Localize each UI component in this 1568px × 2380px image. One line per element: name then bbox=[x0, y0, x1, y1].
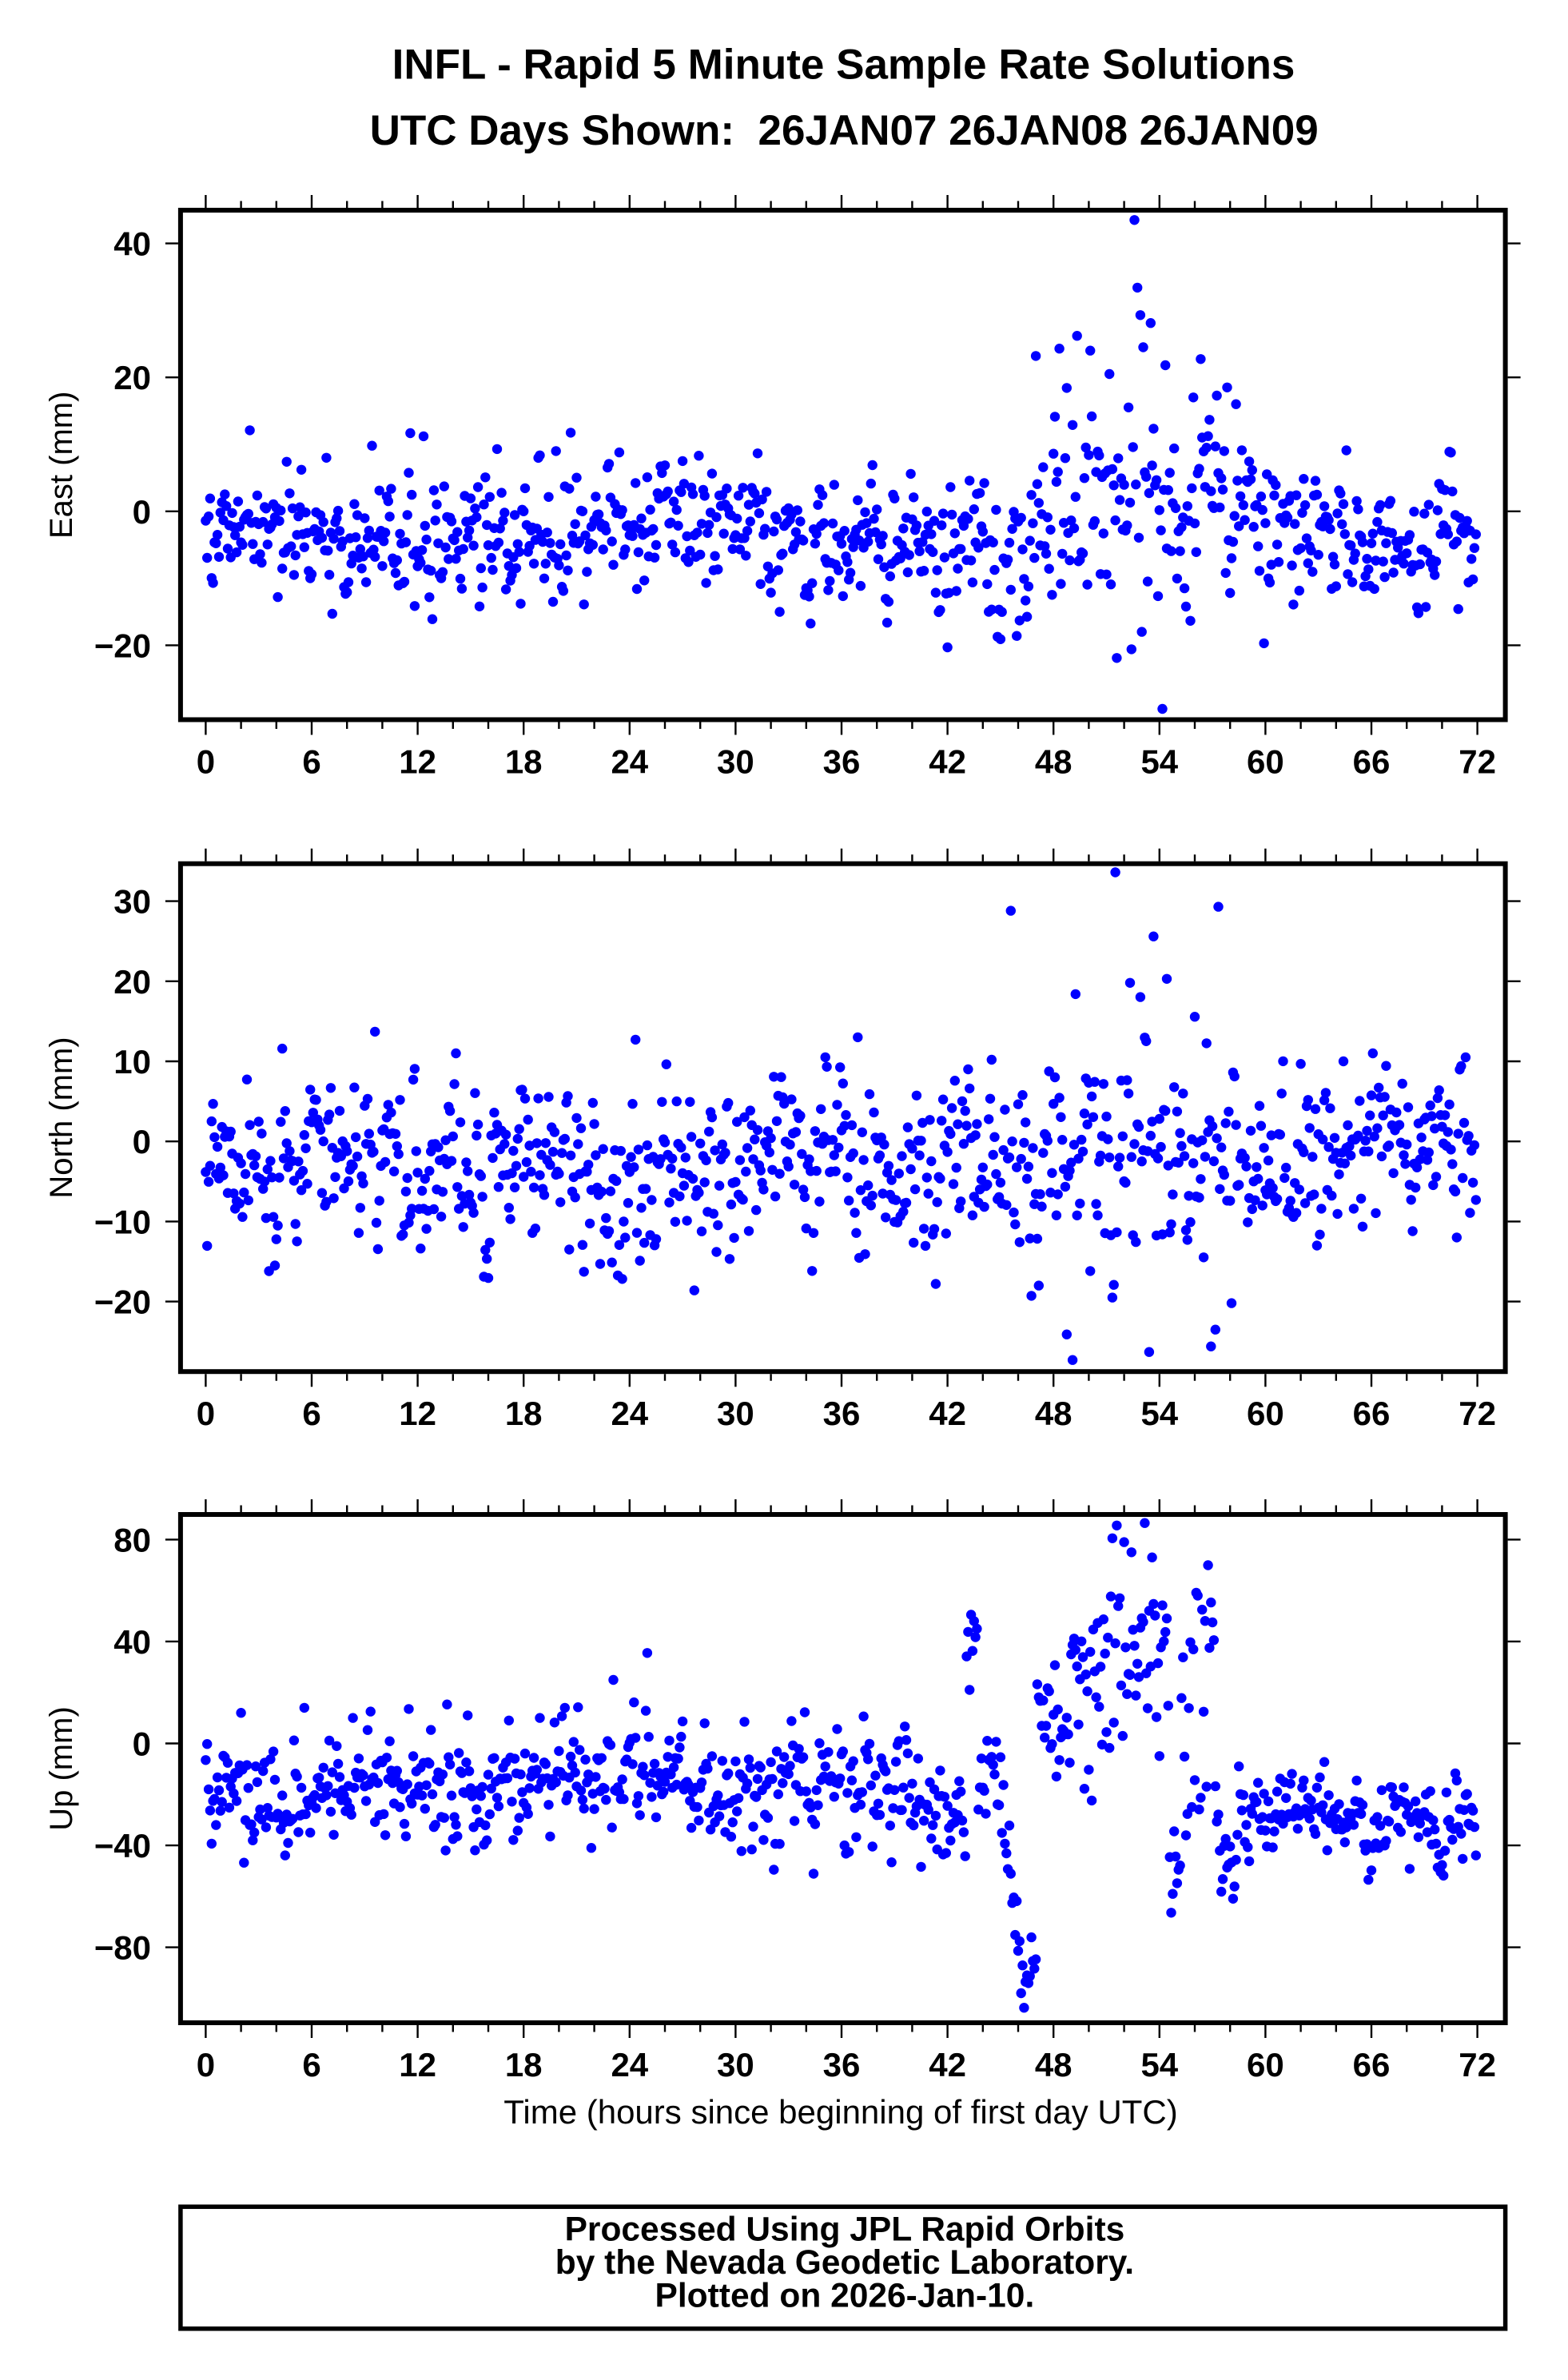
svg-text:20: 20 bbox=[113, 963, 151, 1001]
svg-text:30: 30 bbox=[717, 2046, 754, 2083]
svg-text:24: 24 bbox=[611, 2046, 648, 2083]
svg-text:48: 48 bbox=[1035, 2046, 1073, 2083]
svg-text:54: 54 bbox=[1140, 1395, 1178, 1432]
svg-text:12: 12 bbox=[399, 2046, 436, 2083]
svg-text:20: 20 bbox=[113, 359, 151, 396]
svg-text:Time (hours since beginning of: Time (hours since beginning of first day… bbox=[503, 2093, 1177, 2131]
svg-text:42: 42 bbox=[929, 742, 966, 780]
svg-text:66: 66 bbox=[1353, 1395, 1391, 1432]
svg-text:36: 36 bbox=[823, 1395, 861, 1432]
svg-text:18: 18 bbox=[505, 2046, 543, 2083]
svg-text:42: 42 bbox=[929, 1395, 966, 1432]
svg-text:Processed Using JPL Rapid Orbi: Processed Using JPL Rapid Orbits bbox=[565, 2211, 1125, 2249]
svg-text:80: 80 bbox=[113, 1521, 151, 1558]
svg-text:0: 0 bbox=[133, 493, 151, 531]
svg-text:10: 10 bbox=[113, 1043, 151, 1081]
svg-text:72: 72 bbox=[1459, 742, 1496, 780]
svg-text:0: 0 bbox=[197, 2046, 215, 2083]
svg-text:36: 36 bbox=[823, 2046, 861, 2083]
svg-text:40: 40 bbox=[113, 1623, 151, 1661]
svg-text:Plotted on 2026-Jan-10.: Plotted on 2026-Jan-10. bbox=[655, 2278, 1035, 2315]
svg-text:−80: −80 bbox=[94, 1929, 151, 1967]
svg-text:60: 60 bbox=[1247, 1395, 1284, 1432]
svg-text:0: 0 bbox=[133, 1725, 151, 1763]
svg-text:by the Nevada Geodetic Laborat: by the Nevada Geodetic Laboratory. bbox=[555, 2244, 1134, 2282]
svg-text:66: 66 bbox=[1353, 2046, 1391, 2083]
svg-text:12: 12 bbox=[399, 742, 436, 780]
svg-text:42: 42 bbox=[929, 2046, 966, 2083]
svg-text:60: 60 bbox=[1247, 2046, 1284, 2083]
svg-text:40: 40 bbox=[113, 225, 151, 263]
svg-text:24: 24 bbox=[611, 742, 648, 780]
svg-text:Up (mm): Up (mm) bbox=[44, 1706, 79, 1831]
svg-text:48: 48 bbox=[1035, 742, 1073, 780]
svg-text:60: 60 bbox=[1247, 742, 1284, 780]
svg-text:66: 66 bbox=[1353, 742, 1391, 780]
svg-text:0: 0 bbox=[197, 742, 215, 780]
svg-text:18: 18 bbox=[505, 1395, 543, 1432]
svg-text:INFL - Rapid 5 Minute Sample R: INFL - Rapid 5 Minute Sample Rate Soluti… bbox=[392, 42, 1295, 89]
svg-text:North (mm): North (mm) bbox=[44, 1037, 79, 1198]
svg-text:6: 6 bbox=[302, 742, 320, 780]
svg-text:18: 18 bbox=[505, 742, 543, 780]
svg-text:30: 30 bbox=[113, 883, 151, 921]
svg-text:54: 54 bbox=[1140, 2046, 1178, 2083]
svg-text:UTC Days Shown: 26JAN07 26JAN: UTC Days Shown: 26JAN07 26JAN08 26JAN09 bbox=[370, 107, 1319, 154]
svg-text:24: 24 bbox=[611, 1395, 648, 1432]
svg-text:−20: −20 bbox=[94, 627, 151, 664]
svg-text:30: 30 bbox=[717, 1395, 754, 1432]
svg-text:36: 36 bbox=[823, 742, 861, 780]
svg-text:−40: −40 bbox=[94, 1827, 151, 1865]
svg-text:6: 6 bbox=[302, 2046, 320, 2083]
svg-text:72: 72 bbox=[1459, 2046, 1496, 2083]
svg-text:54: 54 bbox=[1140, 742, 1178, 780]
svg-text:72: 72 bbox=[1459, 1395, 1496, 1432]
svg-text:6: 6 bbox=[302, 1395, 320, 1432]
svg-text:30: 30 bbox=[717, 742, 754, 780]
svg-text:0: 0 bbox=[133, 1123, 151, 1160]
svg-text:12: 12 bbox=[399, 1395, 436, 1432]
svg-text:48: 48 bbox=[1035, 1395, 1073, 1432]
svg-text:−20: −20 bbox=[94, 1284, 151, 1321]
svg-text:East (mm): East (mm) bbox=[44, 392, 79, 539]
svg-text:0: 0 bbox=[197, 1395, 215, 1432]
svg-text:−10: −10 bbox=[94, 1203, 151, 1240]
